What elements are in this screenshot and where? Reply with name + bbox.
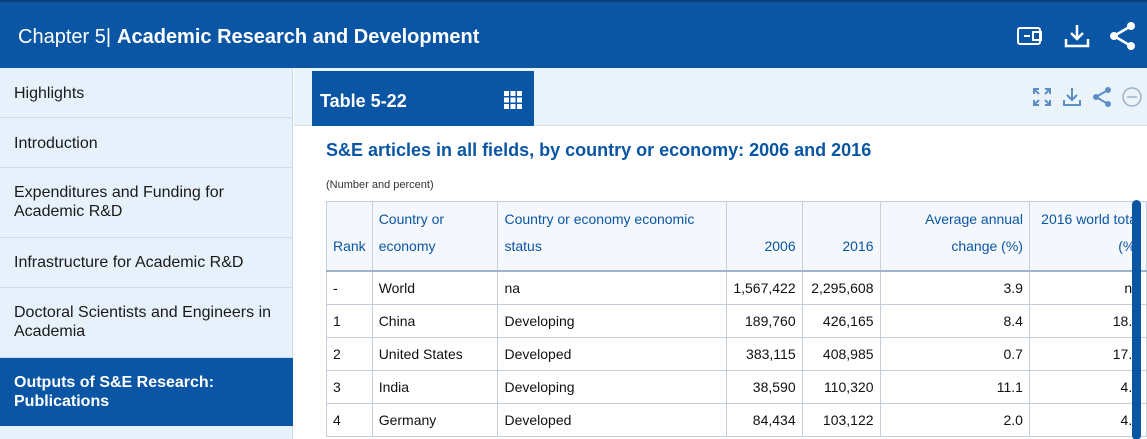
main-content: Table 5-22 S&E articles in all fields, b… [294, 68, 1147, 439]
table-cell: Developing [497, 303, 728, 338]
table-cell: 1,567,422 [726, 270, 803, 305]
table-cell: 4.5 [1028, 402, 1147, 437]
column-header[interactable]: 2016 world total (%) [1028, 201, 1147, 272]
table-cell: 8.4 [879, 303, 1030, 338]
table-cell: 110,320 [801, 369, 881, 404]
chapter-heading: Chapter 5| Academic Research and Developm… [18, 26, 479, 49]
table-cell: Germany [371, 402, 499, 437]
table-cell: 18.6 [1028, 303, 1147, 338]
download-icon[interactable] [1061, 86, 1083, 108]
table-title: S&E articles in all fields, by country o… [326, 140, 872, 160]
download-icon[interactable] [1061, 20, 1093, 52]
table-scrollbar[interactable] [1132, 200, 1141, 439]
share-icon[interactable] [1107, 20, 1139, 52]
table-cell: Developed [497, 402, 728, 437]
table-cell: 4.8 [1028, 369, 1147, 404]
table-note: (Number and percent) [326, 179, 434, 191]
sidebar-item-publications[interactable]: Outputs of S&E Research: Publications [0, 358, 293, 426]
collapse-panel-icon[interactable] [1015, 20, 1047, 52]
collapse-icon[interactable] [1121, 86, 1143, 108]
grid-icon[interactable] [502, 89, 524, 111]
header-bar: Chapter 5| Academic Research and Developm… [0, 0, 1147, 68]
table-cell: 4 [326, 402, 373, 437]
data-table: Rank Country or economy Country or econo… [326, 201, 1147, 437]
table-cell: na [1028, 270, 1147, 305]
table-cell: China [371, 303, 499, 338]
table-cell: 1 [326, 303, 373, 338]
table-cell: na [497, 270, 728, 305]
table-cell: 84,434 [726, 402, 803, 437]
chapter-title: Academic Research and Development [117, 26, 480, 48]
table-row: 4 Germany Developed 84,434 103,122 2.0 4… [326, 402, 1147, 437]
table-tabbar: Table 5-22 [294, 68, 1147, 126]
table-cell: 426,165 [801, 303, 881, 338]
table-cell: Developing [497, 369, 728, 404]
table-cell: 3 [326, 369, 373, 404]
table-cell: 3.9 [879, 270, 1030, 305]
expand-icon[interactable] [1031, 86, 1053, 108]
column-header[interactable]: Country or economy [371, 201, 499, 272]
column-header[interactable]: 2006 [726, 201, 803, 272]
table-cell: India [371, 369, 499, 404]
table-cell: World [371, 270, 499, 305]
chapter-label: Chapter 5| [18, 26, 112, 48]
column-header[interactable]: Average annual change (%) [879, 201, 1030, 272]
sidebar-item-doctoral[interactable]: Doctoral Scientists and Engineers in Aca… [0, 288, 293, 358]
table-row: 1 China Developing 189,760 426,165 8.4 1… [326, 303, 1147, 338]
table-cell: 11.1 [879, 369, 1030, 404]
table-cell: 17.8 [1028, 336, 1147, 371]
table-cell: 408,985 [801, 336, 881, 371]
tab-table-5-22[interactable]: Table 5-22 [312, 71, 534, 126]
sidebar-item-highlights[interactable]: Highlights [0, 68, 293, 118]
table-row: 2 United States Developed 383,115 408,98… [326, 336, 1147, 371]
table-row: - World na 1,567,422 2,295,608 3.9 na [326, 270, 1147, 305]
sidebar-item-infrastructure[interactable]: Infrastructure for Academic R&D [0, 238, 293, 288]
table-cell: 383,115 [726, 336, 803, 371]
table-cell: 2 [326, 336, 373, 371]
table-cell: 2.0 [879, 402, 1030, 437]
column-header[interactable]: Country or economy economic status [497, 201, 728, 272]
table-cell: 189,760 [726, 303, 803, 338]
share-icon[interactable] [1091, 86, 1113, 108]
sidebar-item-expenditures[interactable]: Expenditures and Funding for Academic R&… [0, 168, 293, 238]
table-cell: 0.7 [879, 336, 1030, 371]
table-row: 3 India Developing 38,590 110,320 11.1 4… [326, 369, 1147, 404]
table-cell: 38,590 [726, 369, 803, 404]
column-header[interactable]: 2016 [801, 201, 881, 272]
column-header[interactable]: Rank [326, 201, 373, 272]
table-header-row: Rank Country or economy Country or econo… [326, 201, 1147, 272]
sidebar-nav: Highlights Introduction Expenditures and… [0, 68, 293, 439]
table-cell: 103,122 [801, 402, 881, 437]
table-cell: 2,295,608 [801, 270, 881, 305]
table-cell: United States [371, 336, 499, 371]
table-cell: Developed [497, 336, 728, 371]
tab-label: Table 5-22 [320, 91, 407, 111]
sidebar-item-introduction[interactable]: Introduction [0, 118, 293, 168]
table-cell: - [326, 270, 373, 305]
